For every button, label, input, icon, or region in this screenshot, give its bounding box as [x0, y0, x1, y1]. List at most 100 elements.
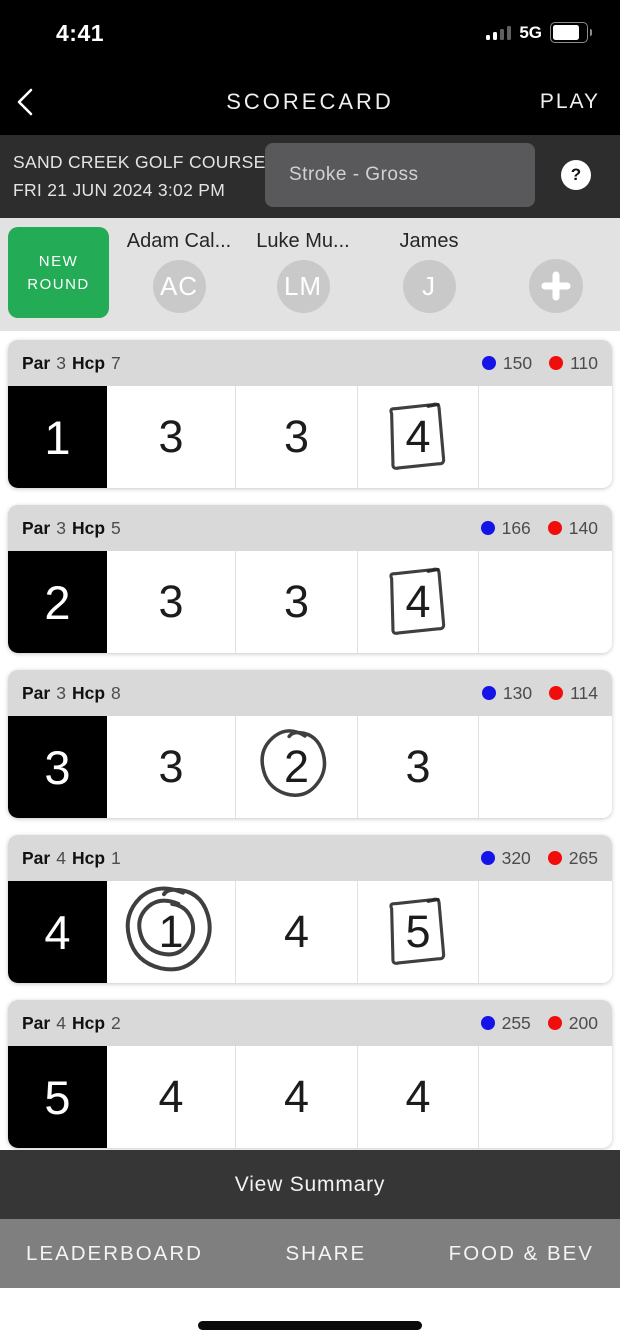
score-cell[interactable]: 1 [107, 881, 236, 983]
hole-meta: Par 3 Hcp 7 [22, 353, 121, 374]
score-value: 4 [158, 1071, 184, 1122]
hole-number: 4 [8, 881, 107, 983]
hole-card: Par 3 Hcp 5 166 140 2 3 3 4 [8, 505, 612, 653]
scorecard-hole-list: Par 3 Hcp 7 150 110 1 3 3 4 Par 3 Hcp 5 166 140 2 3 3 4 Par 3… [0, 331, 620, 1150]
red-tee-distance: 110 [570, 352, 598, 373]
red-tee-dot-icon [549, 686, 564, 700]
play-button[interactable]: PLAY [539, 89, 600, 113]
nav-bar: SCORECARD PLAY [0, 68, 620, 135]
score-value: 5 [405, 906, 431, 957]
score-cell[interactable]: 4 [358, 1046, 479, 1148]
bogey-square-mark [389, 897, 446, 965]
score-cell[interactable]: 4 [107, 1046, 236, 1148]
par-value: 3 [56, 517, 66, 538]
new-round-button[interactable]: NEW ROUND [8, 227, 109, 318]
hole-header: Par 3 Hcp 5 166 140 [8, 505, 612, 551]
players-bar: NEW ROUND Adam Cal... AC Luke Mu... LM James… [0, 218, 620, 331]
scoring-mode-select[interactable]: Stroke - Gross [265, 143, 535, 207]
par-label: Par [22, 847, 51, 868]
tee-distances: 255 200 [480, 1012, 598, 1034]
hole-card: Par 4 Hcp 1 320 265 4 1 4 5 [8, 835, 612, 983]
back-button[interactable] [14, 85, 42, 119]
score-cell[interactable]: 4 [236, 1046, 358, 1148]
score-cell[interactable] [479, 881, 612, 983]
page-title: SCORECARD [226, 88, 394, 114]
hole-meta: Par 3 Hcp 8 [22, 683, 121, 704]
blue-tee-distance: 320 [501, 847, 531, 868]
score-cell[interactable]: 5 [358, 881, 479, 983]
player-chip[interactable]: Luke Mu... LM [241, 218, 365, 313]
scoring-mode-value: Stroke - Gross [289, 164, 419, 185]
score-cell[interactable]: 3 [358, 716, 479, 818]
view-summary-button[interactable]: View Summary [0, 1150, 620, 1219]
score-value: 4 [405, 576, 431, 627]
hole-card: Par 4 Hcp 2 255 200 5 4 4 4 [8, 1000, 612, 1148]
plus-icon [541, 271, 571, 301]
par-value: 3 [56, 352, 66, 373]
score-cell[interactable] [479, 551, 612, 653]
score-cell[interactable]: 3 [107, 716, 236, 818]
blue-tee-distance: 130 [502, 682, 533, 703]
tab-leaderboard[interactable]: LEADERBOARD [26, 1241, 203, 1265]
battery-icon [550, 22, 592, 43]
score-cell[interactable]: 3 [107, 386, 236, 488]
score-value: 3 [158, 411, 184, 462]
score-value: 3 [158, 741, 184, 792]
blue-tee-dot-icon [480, 851, 495, 865]
score-cell[interactable]: 3 [107, 551, 236, 653]
hole-header: Par 3 Hcp 8 130 114 [8, 670, 612, 716]
score-cell[interactable]: 4 [358, 386, 479, 488]
view-summary-label: View Summary [234, 1172, 386, 1196]
bottom-tab-bar: LEADERBOARD SHARE FOOD & BEV [0, 1219, 620, 1288]
blue-tee-dot-icon [481, 686, 496, 700]
tab-share[interactable]: SHARE [285, 1241, 367, 1265]
home-indicator[interactable] [198, 1321, 422, 1330]
score-value: 3 [405, 741, 431, 792]
red-tee-distance: 140 [568, 517, 598, 538]
par-label: Par [22, 682, 51, 703]
home-indicator-area [0, 1288, 620, 1341]
hole-header: Par 3 Hcp 7 150 110 [8, 340, 612, 386]
bogey-square-mark [389, 567, 446, 635]
tee-distances: 166 140 [480, 517, 598, 539]
score-value: 3 [283, 411, 310, 462]
score-value: 1 [158, 906, 184, 957]
red-tee-dot-icon [547, 521, 562, 535]
red-tee-distance: 200 [568, 1012, 598, 1033]
player-chip[interactable]: James J [367, 218, 491, 313]
add-player-button[interactable] [529, 259, 583, 313]
hole-number: 2 [8, 551, 107, 653]
help-button[interactable]: ? [561, 160, 591, 190]
question-mark-icon: ? [570, 165, 582, 184]
score-cell[interactable]: 3 [236, 551, 358, 653]
hcp-value: 2 [111, 1012, 121, 1033]
score-cell[interactable] [479, 386, 612, 488]
hole-number: 5 [8, 1046, 107, 1148]
player-chip[interactable]: Adam Cal... AC [117, 218, 241, 313]
chevron-left-icon [17, 88, 33, 116]
score-cell[interactable] [479, 1046, 612, 1148]
course-name: SAND CREEK GOLF COURSE [13, 152, 266, 172]
tab-food-bev[interactable]: FOOD & BEV [448, 1241, 594, 1265]
signal-strength-icon [485, 25, 512, 40]
score-cell[interactable] [479, 716, 612, 818]
player-name: Adam Cal... [126, 230, 232, 252]
score-value: 2 [283, 741, 310, 792]
score-cell[interactable]: 2 [236, 716, 358, 818]
hole-card: Par 3 Hcp 8 130 114 3 3 2 3 [8, 670, 612, 818]
score-cell[interactable]: 4 [236, 881, 358, 983]
round-info-bar: SAND CREEK GOLF COURSE FRI 21 JUN 2024 3… [0, 135, 620, 218]
score-value: 4 [405, 1071, 431, 1122]
hole-header: Par 4 Hcp 2 255 200 [8, 1000, 612, 1046]
score-cell[interactable]: 4 [358, 551, 479, 653]
red-tee-dot-icon [547, 851, 562, 865]
score-cell[interactable]: 3 [236, 386, 358, 488]
hole-number: 3 [8, 716, 107, 818]
red-tee-distance: 265 [568, 847, 598, 868]
blue-tee-distance: 150 [502, 352, 533, 373]
hole-meta: Par 4 Hcp 2 [22, 1013, 121, 1034]
